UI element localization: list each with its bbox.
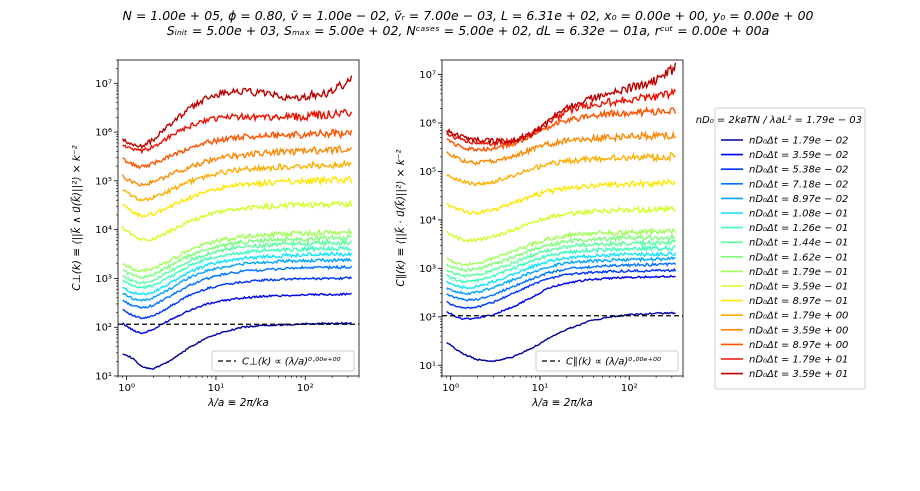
- right-series-line-10: [446, 227, 677, 267]
- left-series-line-3: [122, 275, 353, 320]
- right-y-tick-label-1: 10¹: [419, 361, 436, 372]
- legend: nD₀ = 2kʙTN / λaL² = 1.79e − 03 nD₀Δt = …: [696, 107, 866, 390]
- left-y-tick-label-3: 10³: [95, 274, 112, 285]
- right-series-line-2: [446, 274, 676, 321]
- right-series-line-5: [446, 256, 676, 296]
- left-series-line-6: [122, 251, 353, 296]
- left-series-line-17: [121, 75, 353, 149]
- legend-entry-label-11: nD₀Δt = 3.59e − 01: [749, 282, 848, 293]
- legend-entry-label-14: nD₀Δt = 3.59e + 00: [749, 325, 848, 336]
- right-y-tick-label-3: 10³: [419, 264, 436, 275]
- left-series-line-15: [122, 128, 353, 170]
- left-series-line-11: [121, 199, 353, 242]
- legend-entry-label-13: nD₀Δt = 1.79e + 00: [749, 311, 848, 322]
- legend-entry-label-4: nD₀Δt = 7.18e − 02: [749, 179, 848, 190]
- right-series-line-14: [446, 130, 676, 166]
- right-series-line-6: [446, 251, 677, 290]
- right-x-axis-label: λ/a ≡ 2π/ka: [531, 397, 593, 409]
- legend-entries: nD₀Δt = 1.79e − 02 nD₀Δt = 3.59e − 02 nD₀Δ…: [721, 136, 848, 380]
- legend-entry-label-9: nD₀Δt = 1.62e − 01: [749, 252, 848, 263]
- right-series-line-9: [446, 232, 676, 273]
- right-x-tick-label-2: 10¹: [532, 383, 549, 394]
- legend-entry-label-6: nD₀Δt = 1.08e − 01: [749, 209, 848, 220]
- left-series-line-8: [122, 238, 353, 285]
- figure-title-line-2: Sᵢₙᵢₜ = 5.00e + 03, Sₘₐₓ = 5.00e + 02, N…: [167, 23, 770, 38]
- right-chart-panel: 10⁰ 10¹ 10² 10¹ 10² 10³ 10⁴ 10⁵ 10⁶ 10⁷ λ/a ≡ 2π/k…: [394, 59, 684, 409]
- left-x-tick-label-3: 10²: [297, 383, 314, 394]
- legend-entry-label-15: nD₀Δt = 8.97e + 00: [749, 340, 848, 351]
- right-series-group: [445, 62, 677, 363]
- right-series-line-7: [446, 244, 676, 284]
- left-y-axis-label: C⊥(k) ≡ ⟨||k⃗ ∧ u⃗(k⃗)||²⟩ × k⁻²: [70, 144, 83, 290]
- right-series-line-17: [445, 62, 677, 147]
- right-y-tick-label-7: 10⁷: [419, 70, 436, 81]
- right-series-line-4: [446, 261, 677, 302]
- left-ref-legend-frame: [211, 350, 355, 372]
- right-y-tick-label-6: 10⁶: [419, 119, 436, 130]
- left-series-line-7: [122, 244, 352, 290]
- right-series-line-16: [446, 87, 677, 148]
- left-x-axis-label: λ/a ≡ 2π/ka: [207, 397, 269, 409]
- left-series-group: [121, 75, 353, 370]
- left-y-tick-label-5: 10⁵: [95, 176, 112, 187]
- left-series-line-10: [122, 227, 353, 274]
- right-series-line-3: [446, 267, 677, 310]
- left-series-line-9: [122, 233, 352, 280]
- right-y-tick-label-5: 10⁵: [419, 167, 436, 178]
- figure-title-line-1: N = 1.00e + 05, ϕ = 0.80, ṽ = 1.00e − 0…: [123, 8, 814, 23]
- legend-frame: [714, 107, 866, 390]
- left-y-tick-label-1: 10¹: [95, 372, 112, 383]
- left-series-line-14: [121, 144, 353, 187]
- right-ref-legend-frame: [535, 350, 679, 372]
- left-y-tick-label-2: 10²: [95, 323, 112, 334]
- legend-entry-label-3: nD₀Δt = 5.38e − 02: [749, 165, 848, 176]
- left-y-tick-label-7: 10⁷: [95, 79, 112, 90]
- legend-entry-label-10: nD₀Δt = 1.79e − 01: [749, 267, 848, 278]
- left-series-line-12: [122, 175, 353, 218]
- left-y-tick-label-6: 10⁶: [95, 128, 112, 139]
- left-series-line-5: [122, 257, 352, 302]
- left-x-tick-label-2: 10¹: [208, 383, 225, 394]
- legend-entry-label-16: nD₀Δt = 1.79e + 01: [749, 355, 848, 366]
- right-ref-legend-label: C∥(k) ∝ (λ/a)⁰·⁰⁰ᵉ⁺⁰⁰: [566, 357, 661, 368]
- right-x-tick-label-3: 10²: [621, 383, 638, 394]
- legend-entry-label-12: nD₀Δt = 8.97e − 01: [749, 296, 848, 307]
- right-series-line-8: [446, 237, 677, 278]
- left-ref-legend-label: C⊥(k) ∝ (λ/a)⁰·⁰⁰ᵉ⁺⁰⁰: [242, 357, 341, 368]
- legend-entry-label-17: nD₀Δt = 3.59e + 01: [749, 369, 848, 380]
- right-y-tick-label-4: 10⁴: [419, 215, 436, 226]
- left-series-line-4: [122, 264, 353, 310]
- left-y-tick-label-4: 10⁴: [95, 225, 112, 236]
- legend-entry-label-2: nD₀Δt = 3.59e − 02: [749, 150, 848, 161]
- legend-entry-label-1: nD₀Δt = 1.79e − 02: [749, 136, 848, 147]
- legend-entry-label-5: nD₀Δt = 8.97e − 02: [749, 194, 848, 205]
- left-plot-frame: [117, 59, 360, 377]
- right-series-line-15: [446, 105, 677, 152]
- right-y-axis-label: C∥(k) ≡ ⟨||k⃗ · u⃗(k⃗)||²⟩ × k⁻²: [394, 149, 407, 287]
- left-series-line-16: [122, 108, 353, 155]
- left-chart-panel: 10⁰ 10¹ 10² 10¹ 10² 10³ 10⁴ 10⁵ 10⁶ 10⁷ λ/a ≡ 2π/k…: [70, 59, 360, 409]
- right-series-line-1: [446, 311, 676, 363]
- legend-header: nD₀ = 2kʙTN / λaL² = 1.79e − 03: [696, 115, 862, 126]
- legend-entry-label-8: nD₀Δt = 1.44e − 01: [749, 238, 848, 249]
- right-plot-frame: [441, 59, 684, 377]
- left-x-tick-label-1: 10⁰: [118, 383, 135, 394]
- right-y-tick-label-2: 10²: [419, 312, 436, 323]
- right-series-line-11: [446, 204, 676, 244]
- right-x-tick-label-1: 10⁰: [442, 383, 459, 394]
- legend-entry-label-7: nD₀Δt = 1.26e − 01: [749, 223, 848, 234]
- right-series-line-12: [446, 178, 676, 216]
- left-series-line-13: [122, 159, 352, 202]
- right-series-line-13: [446, 151, 676, 187]
